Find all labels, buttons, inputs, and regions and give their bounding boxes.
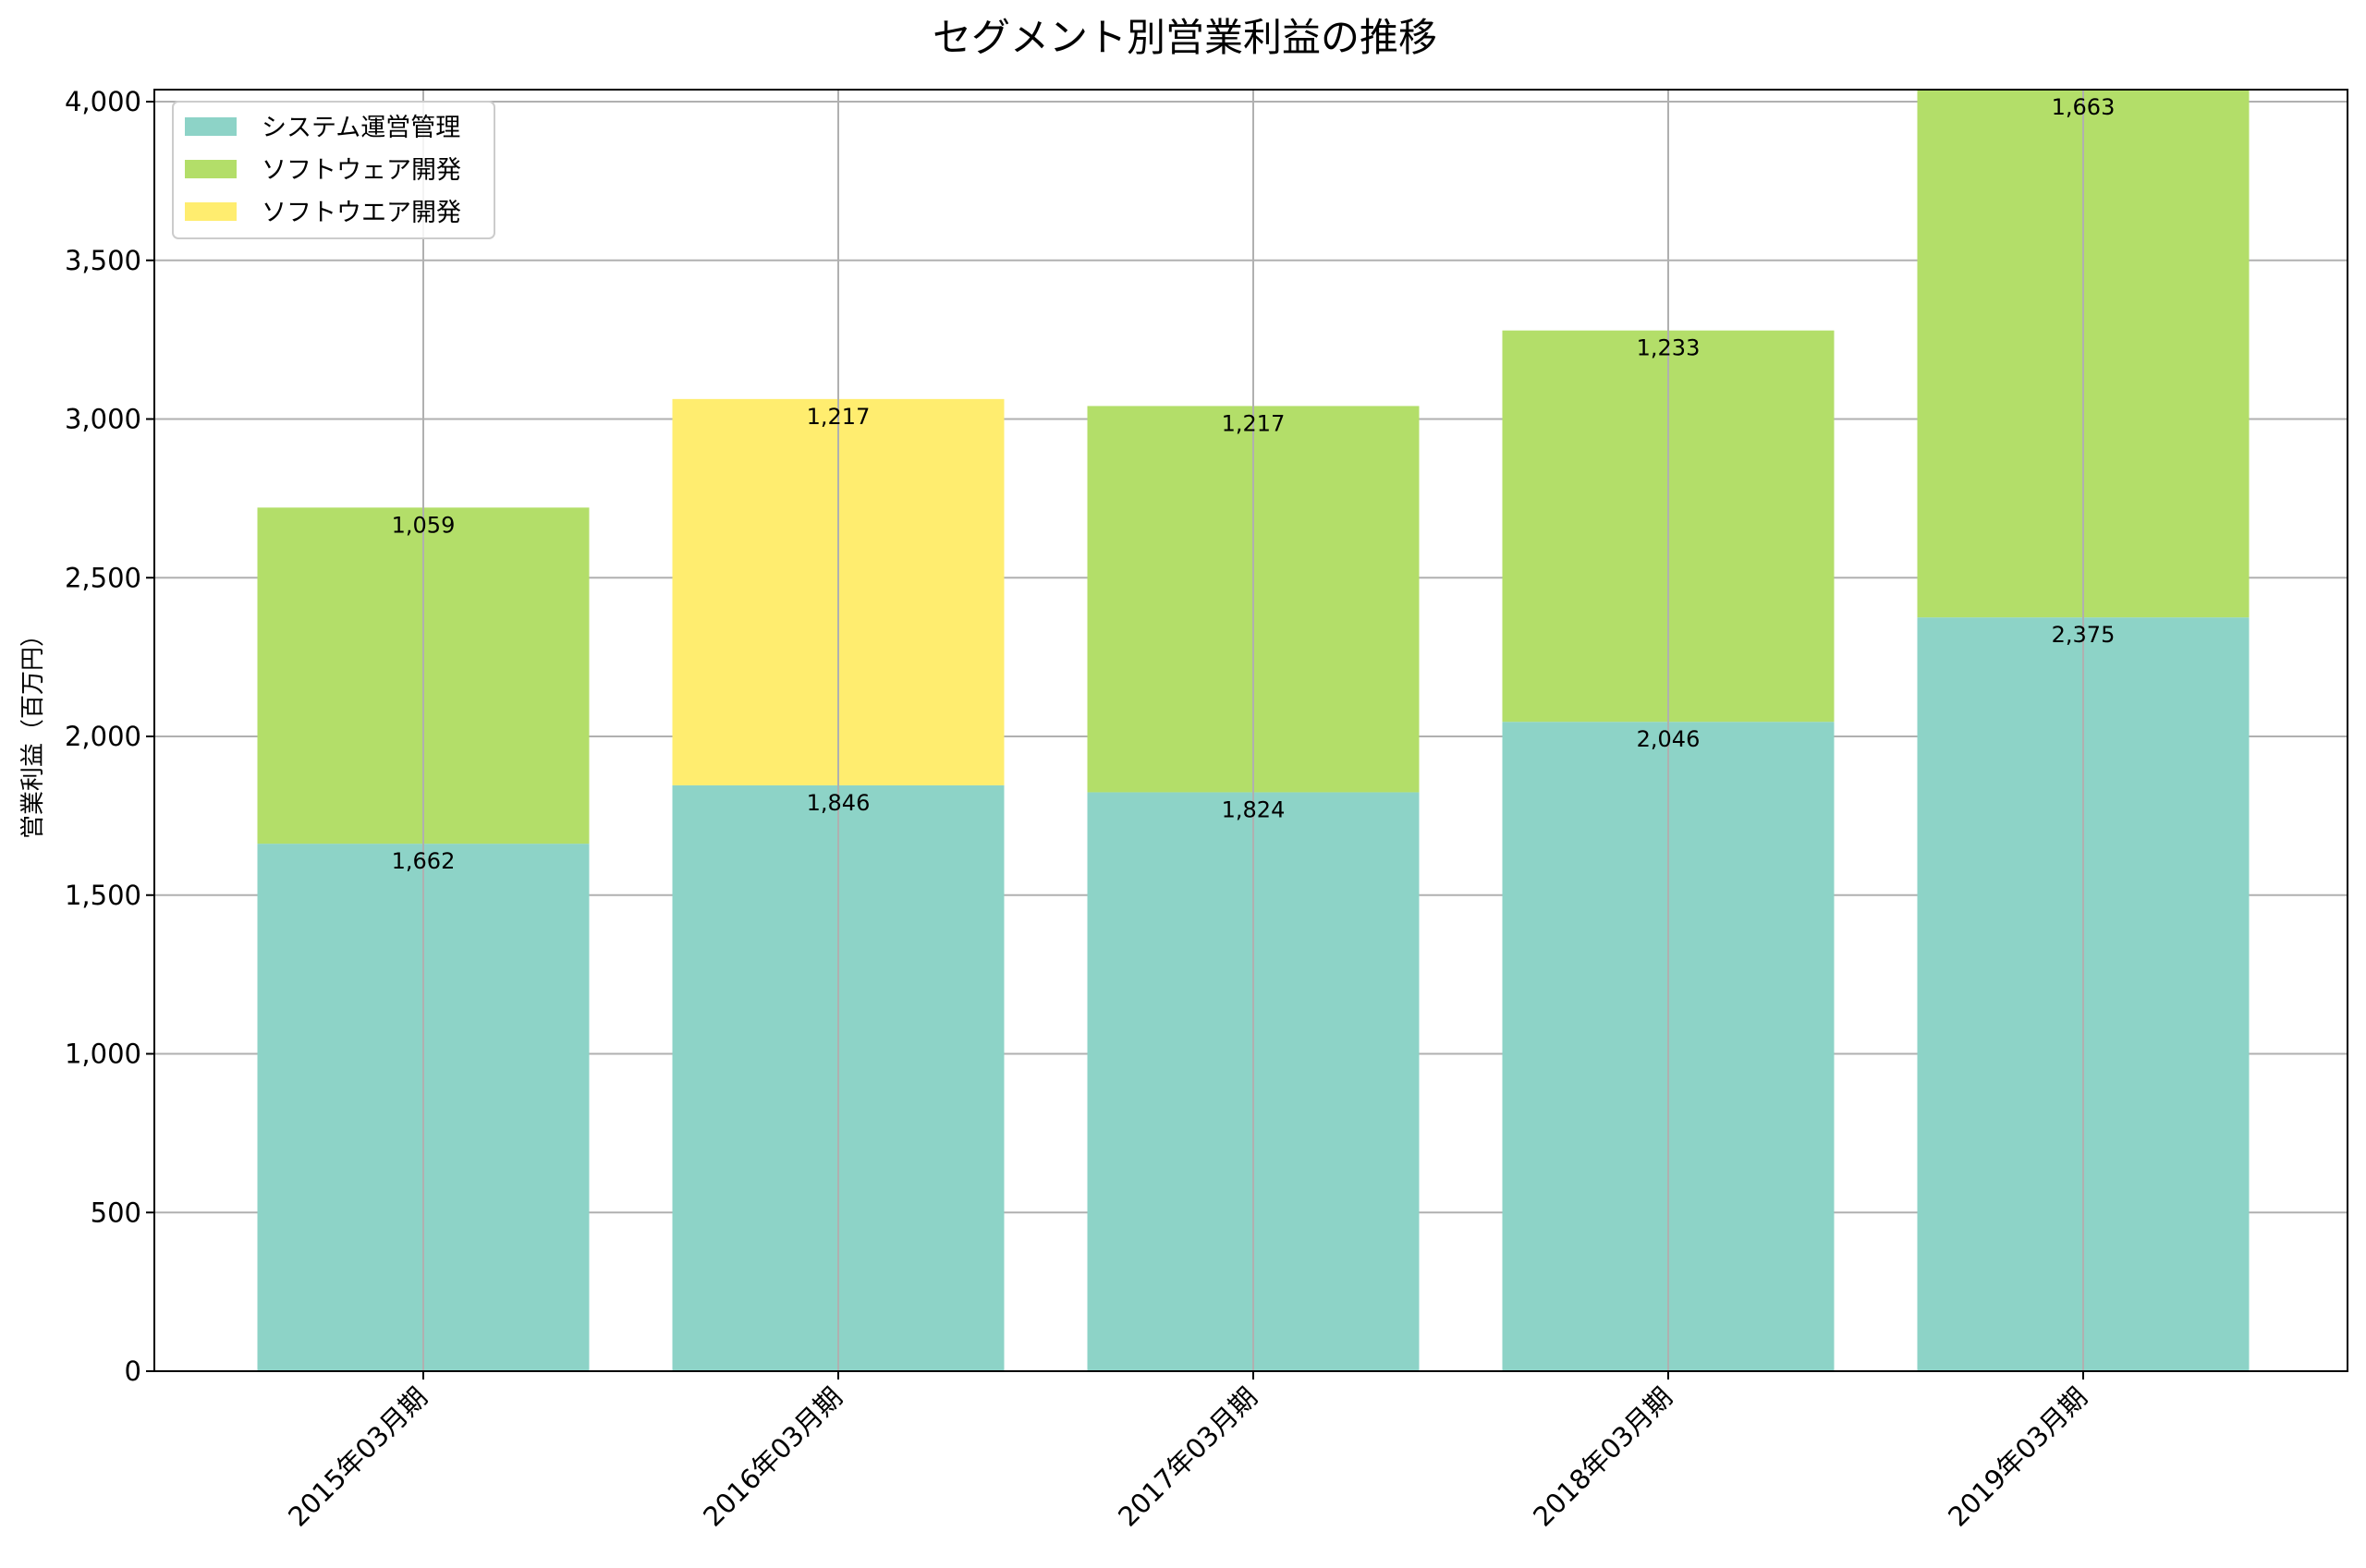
data-label: 1,059 — [392, 512, 456, 538]
y-tick-label: 2,000 — [65, 721, 141, 752]
legend-swatch — [185, 117, 237, 136]
x-tick-label: 2016年03月期 — [697, 1381, 848, 1533]
y-tick-label: 1,500 — [65, 880, 141, 911]
plot-frame — [153, 89, 2348, 1372]
y-tick-label: 4,000 — [65, 86, 141, 117]
legend-label: ソフトウェア開発 — [262, 156, 461, 185]
legend-swatch — [185, 202, 237, 221]
legend-label: ソフトウエア開発 — [262, 199, 461, 227]
data-label: 1,662 — [392, 848, 456, 874]
legend-box — [172, 101, 495, 239]
y-tick-label: 3,000 — [65, 404, 141, 435]
y-tick-label: 0 — [125, 1355, 141, 1387]
y-tick-label: 2,500 — [65, 562, 141, 593]
y-tick-label: 1,000 — [65, 1039, 141, 1070]
x-tick-label: 2019年03月期 — [1942, 1381, 2093, 1533]
y-axis-label: 営業利益（百万円） — [19, 623, 47, 839]
data-label: 1,217 — [1222, 410, 1286, 436]
data-label: 2,375 — [2052, 622, 2116, 648]
chart-title: セグメント別営業利益の推移 — [933, 15, 1437, 60]
data-label: 1,217 — [807, 404, 871, 430]
y-tick-label: 500 — [91, 1197, 141, 1228]
data-label: 1,824 — [1222, 796, 1286, 822]
data-label: 2,046 — [1637, 726, 1701, 752]
y-axis: 0 500 1,000 1,500 2,000 2,500 3,000 3,500 4,000 — [65, 86, 154, 1387]
x-axis: 2015年03月期 2016年03月期 2017年03月期 2018年03月期 2019… — [282, 1371, 2093, 1533]
x-tick-label: 2018年03月期 — [1527, 1381, 1678, 1533]
x-tick-label: 2015年03月期 — [282, 1381, 433, 1533]
legend-swatch — [185, 160, 237, 178]
data-label: 1,233 — [1637, 335, 1701, 361]
data-label: 1,663 — [2052, 94, 2116, 120]
data-label: 1,846 — [807, 790, 871, 816]
legend-label: システム運営管理 — [262, 114, 460, 142]
y-tick-label: 3,500 — [65, 245, 141, 276]
x-tick-label: 2017年03月期 — [1112, 1381, 1263, 1533]
data-labels: 1,662 1,059 1,846 1,217 1,824 1,217 2,046 1,233… — [392, 94, 2116, 874]
